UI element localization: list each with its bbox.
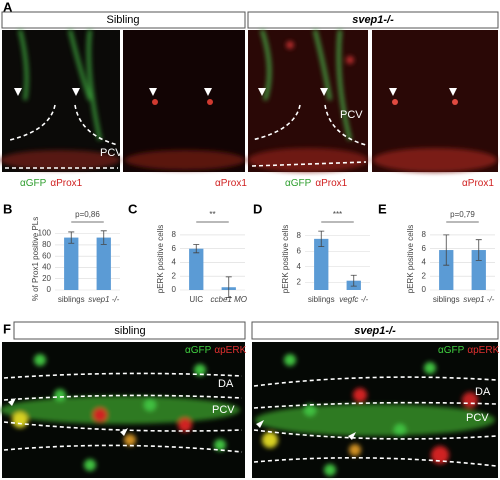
caption-red: αProx1	[50, 178, 82, 189]
header-box	[247, 11, 499, 29]
caption-green: αGFP	[285, 178, 312, 189]
x-tick-label: svep1 -/-	[88, 295, 119, 304]
image-label: DA	[475, 386, 491, 398]
header-box	[13, 321, 246, 340]
bar	[471, 250, 486, 290]
y-tick-label: 6	[297, 246, 302, 255]
bar	[314, 238, 329, 290]
legend-green: αGFP	[438, 345, 465, 356]
x-tick-label: vegfc -/-	[339, 295, 368, 304]
image-label: DA	[218, 378, 234, 390]
y-tick-label: 20	[42, 274, 51, 283]
x-tick-label: UIC	[189, 295, 203, 304]
annotation: **	[209, 210, 215, 219]
y-tick-label: 0	[172, 285, 177, 294]
caption-red: αProx1	[315, 178, 347, 189]
caption-red: αProx1	[215, 178, 247, 189]
error-bar	[318, 230, 325, 247]
image: DA PCV αGFP αpERK	[252, 342, 500, 478]
error-bar	[443, 234, 450, 266]
legend-red: αpERK	[467, 345, 499, 356]
error-bar	[100, 230, 107, 245]
header: svep1-/-	[354, 325, 396, 337]
y-tick-label: 100	[38, 229, 52, 238]
y-axis-label: pERK positive cells	[156, 225, 165, 293]
error-bar	[475, 239, 482, 261]
y-tick-label: 2	[297, 277, 302, 286]
caption: αProx1	[462, 178, 494, 189]
image: PCV	[0, 29, 123, 172]
x-tick-label: siblings	[58, 295, 85, 304]
annotation: p=0,79	[450, 210, 475, 219]
bar	[64, 237, 79, 290]
error-bar	[68, 231, 75, 244]
legend: αGFP αpERK	[438, 345, 500, 356]
image-label: PCV	[100, 147, 123, 159]
y-tick-label: 8	[422, 230, 427, 239]
header-box	[1, 11, 246, 29]
header: sibling	[114, 325, 145, 337]
header: Sibling	[106, 14, 139, 26]
y-tick-label: 80	[42, 240, 51, 249]
header-box	[251, 321, 499, 340]
y-tick-label: 8	[172, 230, 177, 239]
caption-red: αProx1	[462, 178, 494, 189]
y-tick-label: 8	[297, 231, 302, 240]
image	[372, 30, 498, 172]
panel-letter: D	[253, 201, 262, 216]
caption: αProx1	[215, 178, 247, 189]
x-tick-label: svep1 -/-	[463, 295, 494, 304]
header: svep1-/-	[352, 14, 394, 26]
error-bar	[193, 244, 200, 254]
y-axis-label: pERK positive cells	[406, 225, 415, 293]
annotation: p=0,86	[75, 210, 100, 219]
caption: αGFP αProx1	[285, 178, 348, 189]
image: PCV	[248, 29, 368, 172]
error-bar	[225, 276, 232, 298]
x-tick-label: ccbe1 MO	[211, 295, 247, 304]
y-tick-label: 4	[297, 262, 302, 271]
y-tick-label: 6	[422, 244, 427, 253]
legend: αGFP αpERK	[185, 345, 247, 356]
x-tick-label: siblings	[433, 295, 460, 304]
y-axis-label: % of Prox1 positive PLs	[31, 217, 40, 301]
x-tick-label: siblings	[308, 295, 335, 304]
panel-letter: E	[378, 201, 387, 216]
y-tick-label: 4	[172, 258, 177, 267]
image-label: PCV	[340, 109, 363, 121]
image	[123, 30, 245, 172]
error-bar	[350, 274, 357, 287]
panel-letter: F	[3, 321, 11, 336]
y-tick-label: 4	[422, 258, 427, 267]
y-axis-label: pERK positive cells	[281, 225, 290, 293]
y-tick-label: 2	[172, 271, 177, 280]
bar	[96, 237, 111, 290]
y-tick-label: 6	[172, 244, 177, 253]
bar	[439, 250, 454, 290]
y-tick-label: 2	[422, 271, 427, 280]
panel-letter: B	[3, 201, 12, 216]
image: DA PCV αGFP αpERK	[0, 342, 247, 478]
image-label: PCV	[466, 412, 489, 424]
legend-green: αGFP	[185, 345, 212, 356]
y-tick-label: 0	[47, 285, 52, 294]
panel-letter: C	[128, 201, 138, 216]
bar	[189, 248, 204, 290]
panel-letter: A	[3, 0, 13, 14]
y-tick-label: 60	[42, 251, 51, 260]
annotation: ***	[333, 210, 342, 219]
caption-green: αGFP	[20, 178, 47, 189]
caption: αGFP αProx1	[20, 178, 83, 189]
y-tick-label: 40	[42, 263, 51, 272]
y-tick-label: 0	[422, 285, 427, 294]
legend-red: αpERK	[214, 345, 246, 356]
image-label: PCV	[212, 404, 235, 416]
